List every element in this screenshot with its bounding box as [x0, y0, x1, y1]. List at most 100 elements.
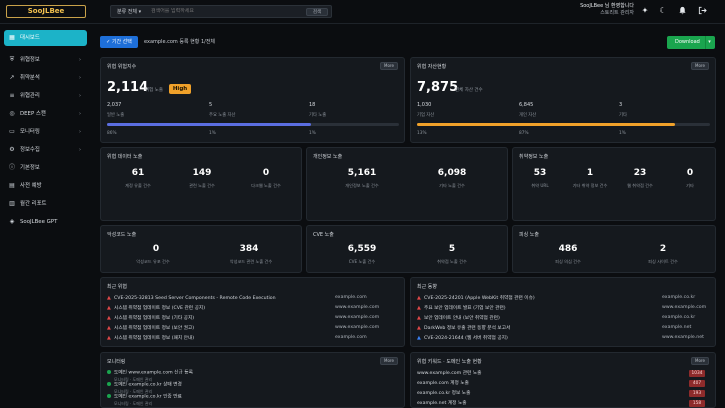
- news-item[interactable]: ▲ 보안 업데이트 안내 (보안 취약점 관련) example.co.kr: [417, 314, 711, 322]
- news-source: example.net: [662, 325, 692, 330]
- keyword-text: www.example.com 관련 노출: [417, 371, 482, 376]
- news-source: www.example.com: [662, 305, 707, 310]
- doc-icon: ▤: [9, 182, 15, 189]
- sidebar-item-gpt[interactable]: ◈ SooJLBee GPT: [4, 214, 87, 230]
- asset-value: 7,875: [417, 80, 459, 95]
- sidebar-item-label: 월간 리포트: [20, 201, 47, 207]
- stat-value: 2,037: [107, 102, 122, 108]
- card-title: 취약정보 노출: [519, 154, 549, 160]
- list-icon: ≡: [9, 92, 15, 99]
- sidebar-item-dashboard[interactable]: ▦ 대시보드: [4, 30, 87, 46]
- metric-value[interactable]: 5: [448, 244, 456, 254]
- info-triangle-icon: ▲: [417, 335, 421, 341]
- sidebar-item-threat-info[interactable]: ⛨ 위협정보 ›: [4, 52, 87, 68]
- more-button[interactable]: More: [380, 62, 398, 70]
- metric-value[interactable]: 0: [686, 168, 694, 178]
- search-button[interactable]: 검색: [306, 8, 328, 16]
- sidebar-item-deep-scan[interactable]: ◎ DEEP 스캔 ›: [4, 106, 87, 122]
- monitor-text: 도메인 www.example.com 신규 등록: [114, 370, 193, 376]
- stat-label: 주요 노출 자산: [209, 113, 236, 118]
- sidebar-item-monthly-report[interactable]: ▥ 월간 리포트: [4, 196, 87, 212]
- news-text: CVE-2025-24201 (Apple WebKit 취약점 관련 이슈): [424, 296, 535, 301]
- date-select-button[interactable]: ✓ 기간 선택: [100, 36, 138, 48]
- metric-value[interactable]: 486: [558, 244, 578, 254]
- sidebar-item-label: 기본정보: [20, 165, 40, 171]
- keyword-item[interactable]: example.com 계정 노출 407: [417, 380, 711, 388]
- main-content: ✓ 기간 선택 example.com 등록 현황 1/전체 Download ▾…: [96, 25, 721, 408]
- news-item[interactable]: ▲ 주요 보안 업데이트 발표 (기업 보안 관련) www.example.com: [417, 304, 711, 312]
- metric-label: 취약점 노출 건수: [437, 259, 467, 264]
- monitor-item[interactable]: 도메인 example.co.kr 상태 변경 모니터링 · 도메인 관리: [107, 382, 182, 395]
- phishing-exposure-card: 피싱 노출 486 피싱 의심 건수 2 피싱 사이트 건수: [512, 225, 716, 273]
- stat-label: 일반 노출: [107, 113, 125, 118]
- metric-value[interactable]: 384: [239, 244, 259, 254]
- news-item[interactable]: ▲ 시스템 취약점 업데이트 정보 (패치 안내) example.com: [107, 334, 400, 342]
- sidebar-item-info-collect[interactable]: ⚙ 정보수집 ›: [4, 142, 87, 158]
- chevron-right-icon: ›: [79, 129, 81, 135]
- news-item[interactable]: ▲ DarkWeb 정보 유출 관련 동향 분석 보고서 example.net: [417, 324, 711, 332]
- card-title: 개인정보 노출: [313, 154, 343, 160]
- sidebar-item-threat-mgmt[interactable]: ≡ 위협관리 ›: [4, 88, 87, 104]
- more-button[interactable]: More: [691, 357, 709, 365]
- metric-value[interactable]: 0: [262, 168, 270, 178]
- news-source: example.co.kr: [662, 315, 696, 320]
- search-category-select[interactable]: 분류 전체 ▾: [117, 9, 142, 15]
- sidebar-item-vuln-analysis[interactable]: ↗ 취약분석 ›: [4, 70, 87, 86]
- metric-value[interactable]: 149: [192, 168, 212, 178]
- metric-value[interactable]: 53: [533, 168, 547, 178]
- status-dot: [107, 394, 111, 398]
- metric-label: 피싱 의심 건수: [555, 259, 581, 264]
- card-title: 모니터링: [107, 359, 126, 365]
- news-item[interactable]: ▲ 시스템 취약점 업데이트 정보 (CVE 관련 공지) www.example.…: [107, 304, 400, 312]
- monitor-item[interactable]: 도메인 example.co.kr 인증 만료 모니터링 · 도메인 관리: [107, 394, 182, 407]
- metric-value[interactable]: 61: [131, 168, 145, 178]
- keyword-item[interactable]: www.example.com 관련 노출 1034: [417, 370, 711, 378]
- news-item[interactable]: ▲ CVE-2024-21644 (웹 서버 취약점 공지) www.example…: [417, 334, 711, 342]
- sidebar-item-label: 위협관리: [20, 93, 40, 99]
- metric-value[interactable]: 6,098: [437, 168, 467, 178]
- news-item[interactable]: ▲ 시스템 취약점 업데이트 정보 (보안 권고) www.example.com: [107, 324, 400, 332]
- filter-summary: example.com 등록 현황 1/전체: [144, 39, 216, 45]
- metric-value[interactable]: 6,559: [347, 244, 377, 254]
- user-info[interactable]: SooJLBee 님 환영합니다 스토리트 관리자: [568, 3, 634, 17]
- metric-value[interactable]: 1: [586, 168, 594, 178]
- search-input[interactable]: [151, 8, 281, 14]
- metric-value[interactable]: 5,161: [347, 168, 377, 178]
- metric-label: 취약 URL: [531, 183, 549, 188]
- logo[interactable]: SooJLBee: [6, 5, 86, 18]
- warning-icon: ▲: [417, 305, 421, 311]
- moon-icon[interactable]: ☾: [659, 6, 667, 15]
- news-item[interactable]: ▲ CVE-2025-32813 Seed Server Components -…: [107, 294, 400, 302]
- metric-value[interactable]: 0: [152, 244, 160, 254]
- stat-value: 3: [619, 102, 623, 108]
- bell-icon[interactable]: [677, 6, 687, 16]
- count-badge: 407: [689, 380, 705, 387]
- recent-threats-card: 최근 위협 ▲ CVE-2025-32813 Seed Server Compon…: [100, 277, 405, 347]
- metric-value[interactable]: 2: [659, 244, 667, 254]
- sparkle-icon[interactable]: ✦: [641, 6, 649, 15]
- sidebar-item-prevention[interactable]: ▤ 사전 예방: [4, 178, 87, 194]
- chevron-down-icon[interactable]: ▾: [705, 36, 713, 49]
- monitor-item[interactable]: 도메인 www.example.com 신규 등록 모니터링 · 도메인 관리: [107, 370, 193, 383]
- more-button[interactable]: More: [380, 357, 398, 365]
- keyword-item[interactable]: example.net 계정 노출 158: [417, 400, 711, 408]
- metric-value[interactable]: 23: [633, 168, 647, 178]
- count-badge: 158: [689, 400, 705, 407]
- news-item[interactable]: ▲ 시스템 취약점 업데이트 정보 (기타 공지) www.example.com: [107, 314, 400, 322]
- sidebar-item-basic-info[interactable]: ⓘ 기본정보: [4, 160, 87, 176]
- sidebar-item-label: DEEP 스캔: [20, 111, 46, 117]
- sidebar-item-label: 취약분석: [20, 75, 40, 81]
- download-button[interactable]: Download ▾: [667, 36, 715, 49]
- metric-label: 웹 취약점 건수: [627, 183, 653, 188]
- sidebar-item-monitoring[interactable]: ▭ 모니터링 ›: [4, 124, 87, 140]
- keyword-item[interactable]: example.co.kr 정보 노출 193: [417, 390, 711, 398]
- card-title: 위협 자산현황: [417, 64, 447, 70]
- stat-label: 기타 노출: [309, 113, 327, 118]
- chevron-right-icon: ›: [79, 57, 81, 63]
- monitor-sub: 모니터링 · 도메인 관리: [114, 388, 153, 394]
- pct-label: 1%: [619, 131, 626, 136]
- more-button[interactable]: More: [691, 62, 709, 70]
- news-item[interactable]: ▲ CVE-2025-24201 (Apple WebKit 취약점 관련 이슈)…: [417, 294, 711, 302]
- logout-icon[interactable]: [697, 6, 707, 16]
- news-text: CVE-2024-21644 (웹 서버 취약점 공지): [424, 336, 508, 341]
